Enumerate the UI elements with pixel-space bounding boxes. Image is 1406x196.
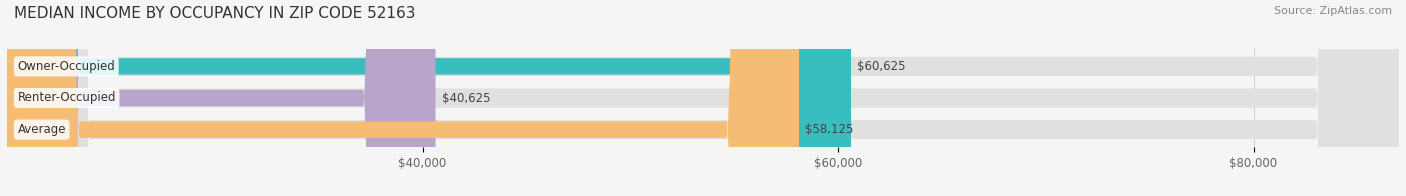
FancyBboxPatch shape	[7, 0, 799, 196]
FancyBboxPatch shape	[7, 0, 851, 196]
Text: MEDIAN INCOME BY OCCUPANCY IN ZIP CODE 52163: MEDIAN INCOME BY OCCUPANCY IN ZIP CODE 5…	[14, 6, 416, 21]
FancyBboxPatch shape	[7, 0, 436, 196]
Text: $40,625: $40,625	[441, 92, 491, 104]
FancyBboxPatch shape	[7, 0, 1399, 196]
Text: Source: ZipAtlas.com: Source: ZipAtlas.com	[1274, 6, 1392, 16]
Text: Renter-Occupied: Renter-Occupied	[17, 92, 115, 104]
Text: Average: Average	[17, 123, 66, 136]
Text: $60,625: $60,625	[858, 60, 905, 73]
Text: Owner-Occupied: Owner-Occupied	[17, 60, 115, 73]
FancyBboxPatch shape	[7, 0, 1399, 196]
Text: $58,125: $58,125	[806, 123, 853, 136]
FancyBboxPatch shape	[7, 0, 1399, 196]
